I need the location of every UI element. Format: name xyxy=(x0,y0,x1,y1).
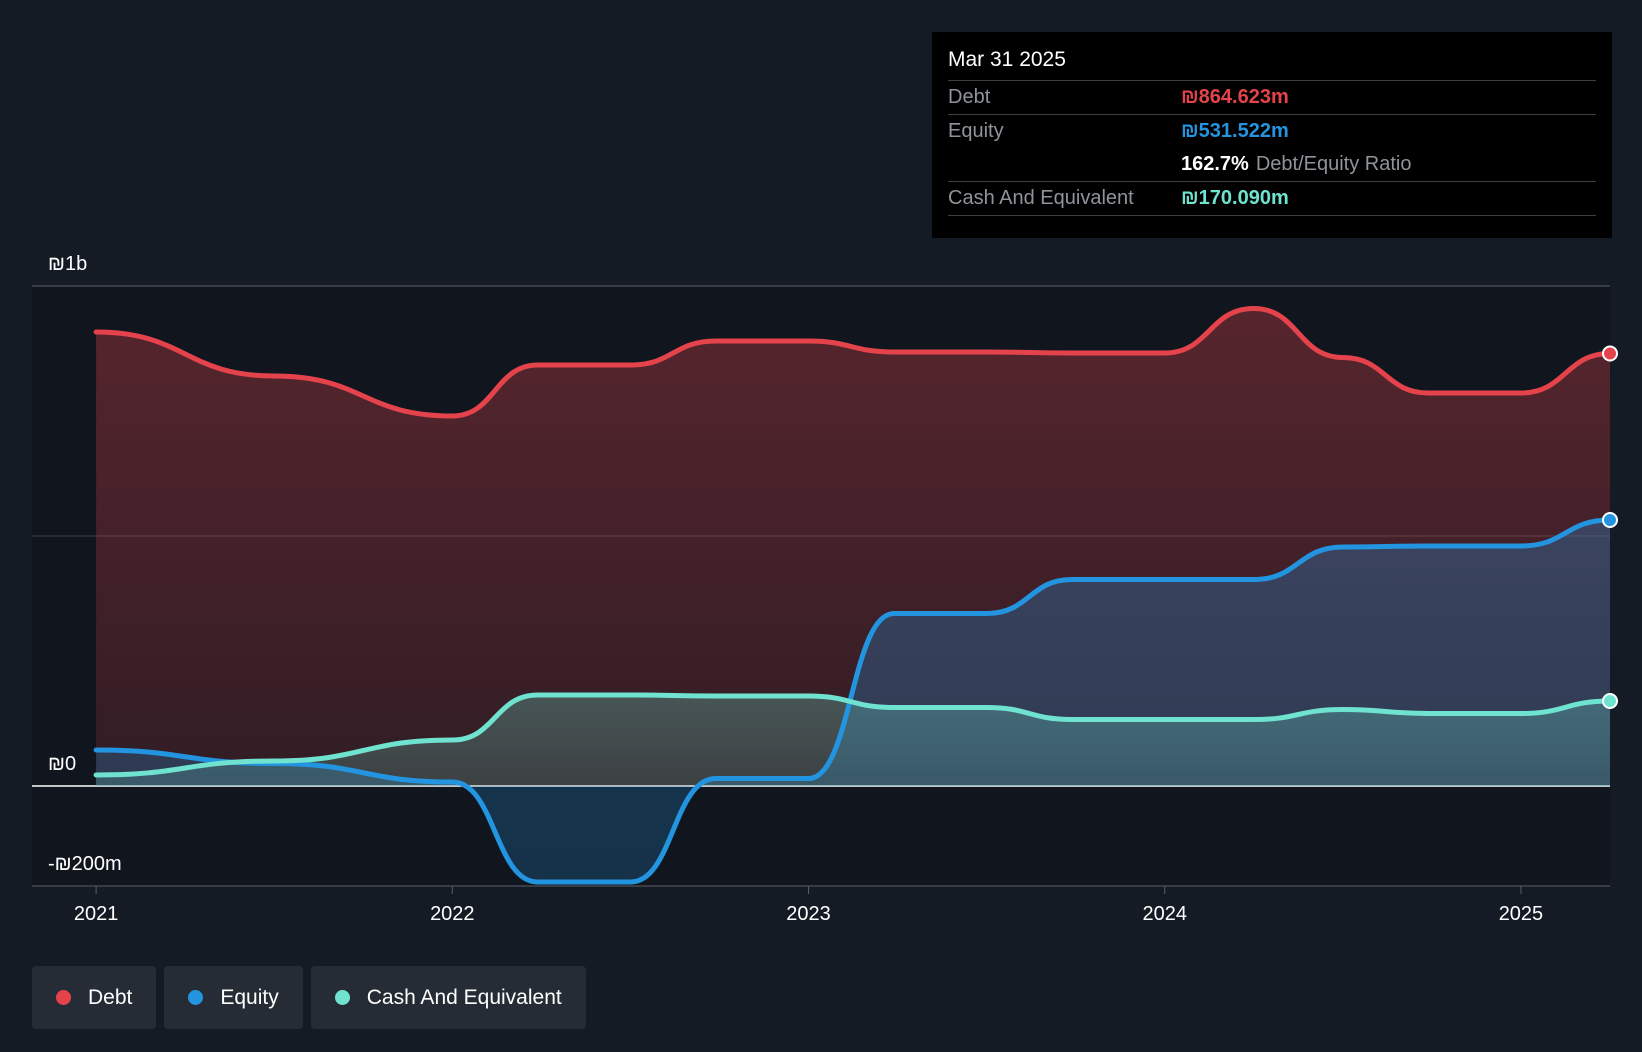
y-tick-label: ₪1b xyxy=(48,253,87,275)
legend-item-cash[interactable]: Cash And Equivalent xyxy=(310,966,586,1029)
tooltip-row-ratio: 162.7% Debt/Equity Ratio xyxy=(948,148,1596,181)
tooltip-equity-value: ₪531.522m xyxy=(1181,120,1289,142)
data-tooltip: Mar 31 2025 Debt ₪864.623m Equity ₪531.5… xyxy=(932,32,1612,238)
legend-dot-cash xyxy=(334,990,350,1005)
line-cash-and-equivalent xyxy=(93,692,1613,778)
legend-label-equity: Equity xyxy=(220,985,279,1009)
area-cash-and-equivalent xyxy=(96,695,1611,786)
marker-equity xyxy=(1602,512,1618,528)
y-tick-label: -₪200m xyxy=(48,853,122,875)
x-tick-label: 2022 xyxy=(430,903,475,925)
tooltip-debt-value: ₪864.623m xyxy=(1181,86,1289,108)
legend-label-debt: Debt xyxy=(88,985,133,1009)
tooltip-equity-label: Equity xyxy=(948,120,1004,142)
line-debt xyxy=(93,306,1613,419)
end-markers xyxy=(1602,345,1618,709)
legend-label-cash: Cash And Equivalent xyxy=(366,985,562,1009)
tooltip-ratio-value: 162.7% xyxy=(1181,153,1249,175)
tooltip-ratio-label: Debt/Equity Ratio xyxy=(1255,153,1412,175)
y-tick-label: ₪0 xyxy=(48,753,76,775)
series-lines xyxy=(93,306,1613,885)
tooltip-debt-label: Debt xyxy=(948,86,991,108)
tooltip-row-debt: Debt ₪864.623m xyxy=(948,80,1596,114)
axis-labels: ₪1b ₪0 -₪200m 2021 2022 2023 2024 2025 xyxy=(48,253,1543,925)
x-tick-label: 2021 xyxy=(74,903,119,925)
x-tick-label: 2023 xyxy=(786,903,831,925)
marker-debt xyxy=(1602,345,1618,362)
marker-cash-and-equivalent xyxy=(1602,693,1618,709)
legend-dot-equity xyxy=(188,990,204,1005)
tooltip-date: Mar 31 2025 xyxy=(948,48,1066,71)
legend-item-debt[interactable]: Debt xyxy=(32,966,157,1029)
line-equity xyxy=(93,517,1613,885)
tooltip-cash-value: ₪170.090m xyxy=(1181,187,1289,209)
tooltip-row-equity: Equity ₪531.522m xyxy=(948,114,1596,148)
x-tick-label: 2025 xyxy=(1499,903,1544,925)
tooltip-row-cash: Cash And Equivalent ₪170.090m xyxy=(948,181,1596,216)
legend-dot-debt xyxy=(56,990,71,1005)
x-tick-label: 2024 xyxy=(1142,903,1187,925)
legend-item-equity[interactable]: Equity xyxy=(164,966,303,1029)
chart-legend: Debt Equity Cash And Equivalent xyxy=(32,966,586,1029)
tooltip-cash-label: Cash And Equivalent xyxy=(948,187,1134,209)
